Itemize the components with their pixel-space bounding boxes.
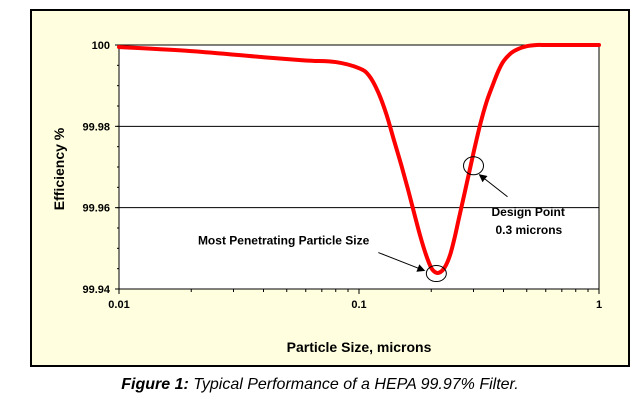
plot-area bbox=[118, 44, 600, 290]
mpps-annotation-label: Most Penetrating Particle Size bbox=[198, 234, 370, 248]
design-point-marker-circle bbox=[463, 156, 485, 176]
design-point-label: Design Point bbox=[492, 205, 565, 219]
y-tick-label: 100 bbox=[92, 40, 110, 52]
x-axis-label: Particle Size, microns bbox=[287, 339, 432, 355]
design-point-sublabel: 0.3 microns bbox=[496, 223, 563, 237]
y-tick-label: 99.96 bbox=[82, 203, 110, 215]
caption-label: Figure 1: bbox=[121, 376, 189, 393]
mpps-arrow bbox=[378, 252, 426, 272]
chart: 99.94 99.96 99.98 100 0.01 0.1 1 Most Penetra… bbox=[30, 9, 630, 367]
caption-text: Typical Performance of a HEPA 99.97% Fil… bbox=[188, 376, 519, 393]
x-tick-label: 0.01 bbox=[108, 299, 129, 311]
x-tick-label: 1 bbox=[596, 299, 602, 311]
y-axis-label: Efficiency % bbox=[51, 127, 67, 210]
y-tick-label: 99.94 bbox=[82, 284, 110, 296]
mpps-marker-circle bbox=[425, 265, 447, 283]
figure-caption: Figure 1: Typical Performance of a HEPA … bbox=[0, 376, 640, 394]
y-tick-label: 99.98 bbox=[82, 121, 110, 133]
x-tick-label: 0.1 bbox=[351, 299, 366, 311]
efficiency-curve bbox=[117, 42, 601, 275]
design-point-arrow bbox=[478, 174, 508, 198]
